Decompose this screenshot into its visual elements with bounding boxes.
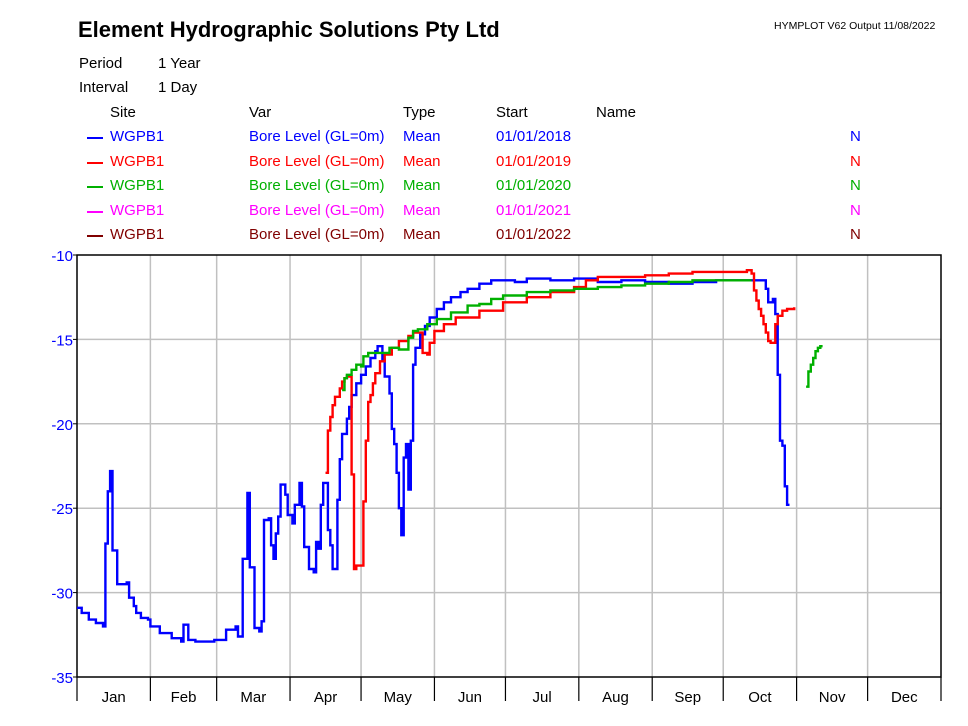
legend-col-site: Site — [110, 104, 136, 121]
legend-type: Mean — [403, 152, 441, 170]
y-tick-label: -35 — [51, 670, 73, 687]
x-tick-label: Oct — [748, 689, 772, 706]
x-tick-label: May — [384, 689, 413, 706]
x-tick-label: Dec — [891, 689, 918, 706]
period-label: Period — [79, 55, 123, 72]
x-tick-label: Aug — [602, 689, 629, 706]
x-tick-label: Sep — [674, 689, 701, 706]
legend-flag: N — [850, 152, 861, 170]
legend-var: Bore Level (GL=0m) — [249, 226, 385, 243]
x-tick-label: Jan — [102, 689, 126, 706]
legend-type: Mean — [403, 226, 441, 243]
legend-var: Bore Level (GL=0m) — [249, 201, 385, 219]
x-tick-label: Feb — [171, 689, 197, 706]
series-line-3 — [806, 345, 823, 388]
period-row: Period 1 Year — [79, 55, 201, 72]
y-tick-label: -10 — [51, 248, 73, 265]
legend-start: 01/01/2018 — [496, 128, 572, 145]
legend-flag: N — [850, 201, 861, 219]
y-tick-label: -30 — [51, 586, 73, 603]
legend-var: Bore Level (GL=0m) — [249, 177, 385, 194]
legend-site: WGPB1 — [110, 226, 165, 243]
legend-swatch — [87, 186, 103, 188]
legend-swatch — [87, 161, 103, 164]
legend-site: WGPB1 — [110, 152, 165, 170]
legend-col-name: Name — [596, 104, 637, 121]
legend-start: 01/01/2019 — [496, 152, 572, 170]
legend-col-start: Start — [496, 104, 528, 121]
legend-type: Mean — [403, 201, 441, 219]
legend-flag: N — [850, 226, 861, 243]
period-value: 1 Year — [158, 55, 201, 72]
legend-site: WGPB1 — [110, 128, 165, 145]
legend-swatch — [87, 235, 103, 237]
interval-label: Interval — [79, 79, 129, 96]
legend-type: Mean — [403, 128, 441, 145]
series-line-3 — [342, 279, 752, 392]
x-tick-label: Jul — [533, 689, 552, 706]
legend-start: 01/01/2020 — [496, 177, 572, 194]
legend-site: WGPB1 — [110, 177, 165, 194]
legend-var: Bore Level (GL=0m) — [249, 152, 385, 170]
y-tick-label: -15 — [51, 332, 73, 349]
series-line-2 — [325, 269, 796, 571]
legend-site: WGPB1 — [110, 201, 165, 219]
x-tick-label: Jun — [458, 689, 482, 706]
version-stamp: HYMPLOT V62 Output 11/08/2022 — [774, 20, 936, 32]
legend-col-var: Var — [249, 104, 272, 121]
legend-start: 01/01/2021 — [496, 201, 572, 219]
legend-flag: N — [850, 177, 861, 194]
x-tick-label: Mar — [240, 689, 266, 706]
interval-row: Interval 1 Day — [79, 79, 197, 96]
legend-start: 01/01/2022 — [496, 226, 572, 243]
legend-swatch — [87, 210, 103, 213]
page-title: Element Hydrographic Solutions Pty Ltd — [78, 17, 500, 42]
legend-swatch — [87, 137, 103, 139]
y-tick-label: -20 — [51, 417, 73, 434]
legend-type: Mean — [403, 177, 441, 194]
y-tick-label: -25 — [51, 501, 73, 518]
legend-col-type: Type — [403, 104, 436, 121]
interval-value: 1 Day — [158, 79, 198, 96]
x-tick-label: Nov — [819, 689, 846, 706]
x-tick-label: Apr — [314, 689, 337, 706]
series-line-1 — [77, 277, 790, 643]
legend-flag: N — [850, 128, 861, 145]
plot-frame — [76, 254, 942, 678]
legend-var: Bore Level (GL=0m) — [249, 128, 385, 145]
